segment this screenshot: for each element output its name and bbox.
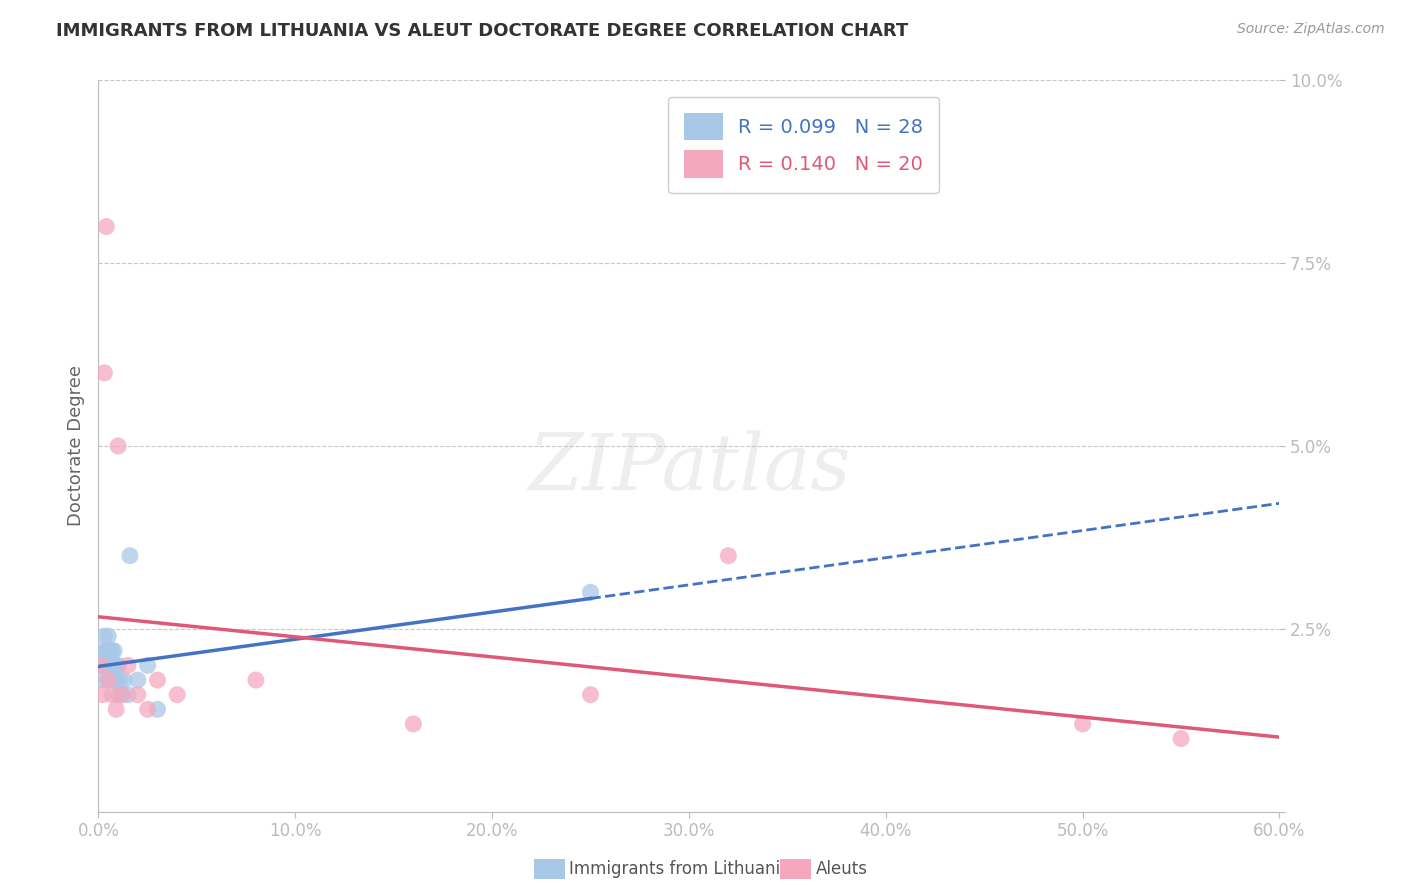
Point bbox=[111, 688, 134, 702]
Point bbox=[98, 644, 121, 658]
Point bbox=[93, 629, 115, 643]
Point bbox=[579, 585, 602, 599]
Point bbox=[108, 673, 131, 687]
Point bbox=[97, 673, 120, 687]
Point bbox=[101, 644, 124, 658]
Point bbox=[101, 658, 124, 673]
Point bbox=[118, 549, 141, 563]
Y-axis label: Doctorate Degree: Doctorate Degree bbox=[66, 366, 84, 526]
Point bbox=[146, 702, 169, 716]
Point bbox=[579, 688, 602, 702]
Point bbox=[97, 644, 120, 658]
Text: Source: ZipAtlas.com: Source: ZipAtlas.com bbox=[1237, 22, 1385, 37]
Point bbox=[107, 658, 129, 673]
Point bbox=[101, 688, 124, 702]
Point bbox=[1071, 717, 1094, 731]
Point bbox=[245, 673, 267, 687]
Legend: R = 0.099   N = 28, R = 0.140   N = 20: R = 0.099 N = 28, R = 0.140 N = 20 bbox=[668, 97, 939, 194]
Point bbox=[96, 219, 118, 234]
Point bbox=[89, 658, 111, 673]
Point bbox=[105, 702, 128, 716]
Point bbox=[117, 688, 139, 702]
Point bbox=[111, 688, 134, 702]
Point bbox=[1170, 731, 1192, 746]
Point bbox=[107, 439, 129, 453]
Point bbox=[97, 673, 120, 687]
Point bbox=[91, 673, 114, 687]
Point bbox=[97, 629, 120, 643]
Text: ZIPatlas: ZIPatlas bbox=[527, 430, 851, 506]
Point bbox=[402, 717, 425, 731]
Text: Immigrants from Lithuania: Immigrants from Lithuania bbox=[569, 860, 790, 878]
Point bbox=[96, 644, 118, 658]
Point bbox=[136, 702, 159, 716]
Text: Aleuts: Aleuts bbox=[815, 860, 868, 878]
Point bbox=[107, 688, 129, 702]
Point bbox=[117, 658, 139, 673]
Point bbox=[127, 688, 149, 702]
Point bbox=[89, 658, 111, 673]
Point bbox=[105, 658, 128, 673]
Point bbox=[103, 658, 125, 673]
Point bbox=[136, 658, 159, 673]
Point bbox=[93, 644, 115, 658]
Point bbox=[91, 688, 114, 702]
Point bbox=[98, 658, 121, 673]
Point bbox=[127, 673, 149, 687]
Point bbox=[93, 366, 115, 380]
Point bbox=[105, 673, 128, 687]
Point bbox=[717, 549, 740, 563]
Point bbox=[146, 673, 169, 687]
Point bbox=[103, 644, 125, 658]
Point bbox=[166, 688, 188, 702]
Text: IMMIGRANTS FROM LITHUANIA VS ALEUT DOCTORATE DEGREE CORRELATION CHART: IMMIGRANTS FROM LITHUANIA VS ALEUT DOCTO… bbox=[56, 22, 908, 40]
Point bbox=[112, 673, 135, 687]
Point bbox=[96, 658, 118, 673]
